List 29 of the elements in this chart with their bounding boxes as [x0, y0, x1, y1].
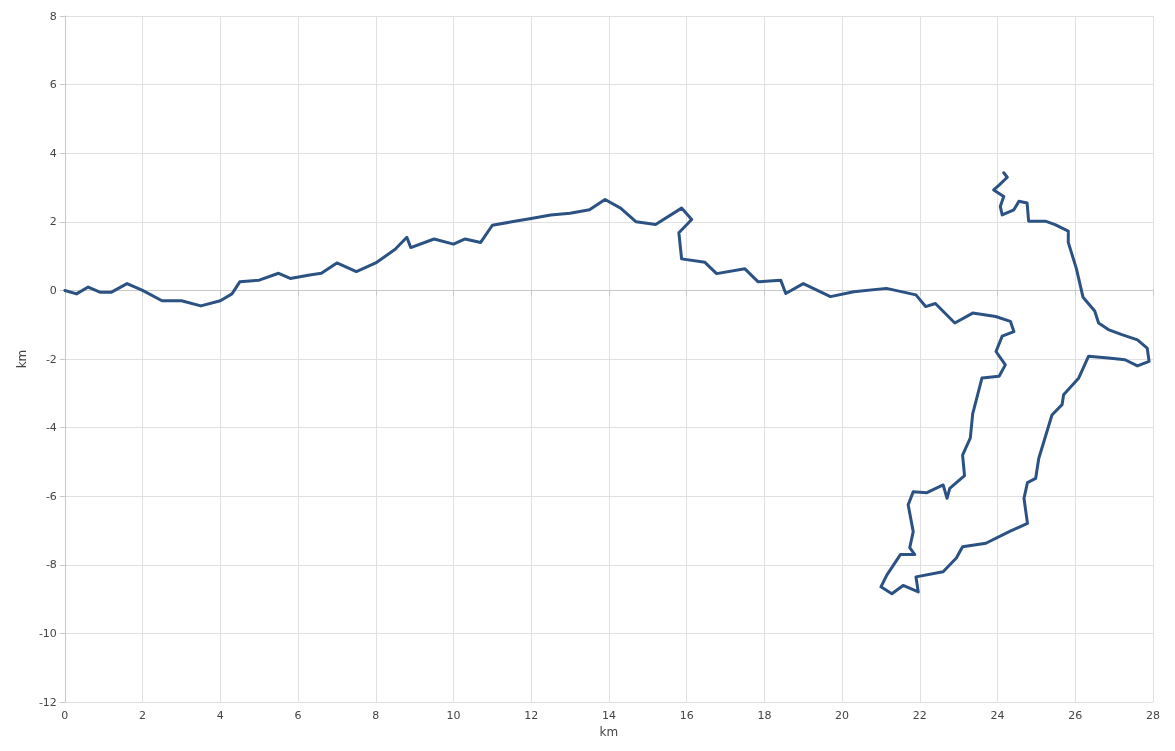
x-tick-label: 18	[757, 709, 772, 723]
y-tick-label: 4	[49, 146, 57, 160]
x-tick-label: 22	[912, 709, 927, 723]
y-tick-label: 6	[49, 78, 57, 92]
y-tick-label: -8	[45, 558, 57, 572]
x-tick-label: 2	[139, 709, 147, 723]
x-tick-label: 24	[990, 709, 1005, 723]
x-tick-label: 26	[1068, 709, 1083, 723]
y-tick-label: 2	[49, 215, 57, 229]
y-tick-label: -6	[45, 489, 57, 503]
y-tick-label: -12	[38, 695, 57, 709]
x-tick-label: 8	[372, 709, 380, 723]
x-tick-label: 20	[835, 709, 850, 723]
x-tick-label: 4	[216, 709, 224, 723]
y-tick-label: 8	[49, 9, 57, 23]
x-tick-label: 28	[1146, 709, 1160, 723]
x-axis-title: km	[599, 725, 619, 739]
x-tick-label: 12	[524, 709, 539, 723]
x-tick-label: 10	[446, 709, 461, 723]
x-tick-label: 6	[294, 709, 302, 723]
y-tick-label: -2	[45, 352, 57, 366]
y-tick-label: -10	[38, 626, 57, 640]
x-tick-label: 14	[601, 709, 616, 723]
y-tick-label: 0	[49, 283, 57, 297]
x-tick-label: 16	[679, 709, 694, 723]
y-axis-title: km	[15, 349, 29, 369]
line-series	[63, 171, 1151, 596]
y-tick-label: -4	[45, 421, 57, 435]
x-tick-label: 0	[61, 709, 69, 723]
